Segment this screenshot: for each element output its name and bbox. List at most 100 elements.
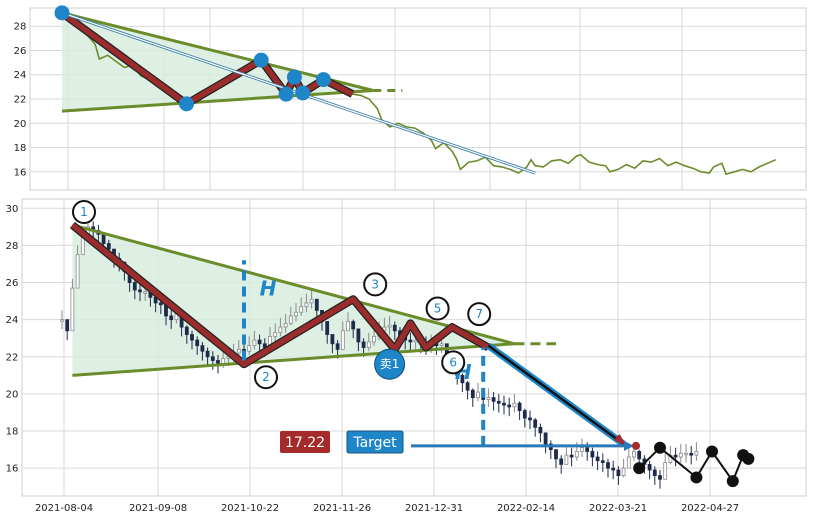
overview-y-tick-label: 22 xyxy=(14,95,27,106)
candle-body xyxy=(294,311,298,317)
candle-body xyxy=(600,460,605,463)
candle-body xyxy=(169,315,174,321)
x-tick-label: 2021-08-04 xyxy=(35,503,93,514)
candle-body xyxy=(496,400,501,404)
overview-pivot-marker xyxy=(315,72,331,88)
candle-body xyxy=(595,456,600,462)
overview-pivot-marker xyxy=(295,85,311,101)
post-pattern-dot xyxy=(742,452,755,465)
x-tick-label: 2021-11-26 xyxy=(313,503,371,514)
detail-y-tick-label: 28 xyxy=(6,241,19,252)
candle-body xyxy=(569,454,574,458)
candle-body xyxy=(195,339,200,347)
candle-body xyxy=(288,315,293,324)
post-pattern-dot xyxy=(690,471,703,484)
candle-body xyxy=(132,282,137,291)
post-pattern-dot xyxy=(726,475,739,488)
candle-body xyxy=(606,462,610,469)
candle-body xyxy=(356,328,361,343)
candle-body xyxy=(626,456,631,469)
candle-body xyxy=(65,319,70,332)
candle-body xyxy=(694,451,699,456)
candle-body xyxy=(70,287,75,332)
candle-body xyxy=(590,451,595,458)
candle-body xyxy=(512,402,517,408)
candle-body xyxy=(465,382,470,391)
candle-body xyxy=(652,469,657,476)
candle-body xyxy=(252,339,257,347)
detail-y-tick-label: 30 xyxy=(6,204,19,215)
candle-body xyxy=(491,397,496,402)
candle-body xyxy=(528,417,532,421)
candle-body xyxy=(616,469,621,476)
detail-lower-trendline xyxy=(72,342,515,377)
candle-body xyxy=(543,432,548,445)
candle-body xyxy=(351,321,356,330)
candle-body xyxy=(314,298,319,311)
candle-body xyxy=(637,451,642,460)
candle-body xyxy=(309,298,314,304)
height-label: H xyxy=(260,277,277,301)
overview-y-tick-label: 20 xyxy=(14,119,27,130)
overview-pivot-marker xyxy=(286,69,302,85)
candle-body xyxy=(335,343,340,350)
candle-body xyxy=(184,326,189,335)
candle-body xyxy=(392,324,397,332)
candle-body xyxy=(564,454,569,465)
breakdown-path xyxy=(487,344,625,446)
candle-body xyxy=(689,452,694,456)
candle-body xyxy=(611,467,616,471)
candle-body xyxy=(486,397,491,400)
candle-body xyxy=(283,322,288,328)
target-price-value: 17.22 xyxy=(285,435,325,451)
candle-body xyxy=(101,233,106,244)
overview-pivot-marker xyxy=(179,96,194,112)
candle-body xyxy=(673,454,678,458)
detail-y-tick-label: 24 xyxy=(6,315,19,326)
target-badge: Target xyxy=(346,430,404,454)
candle-body xyxy=(190,334,194,341)
detail-y-tick-label: 16 xyxy=(6,464,19,475)
candle-body xyxy=(278,326,283,334)
pattern-point-circle xyxy=(72,199,96,224)
x-tick-label: 2021-09-08 xyxy=(129,503,187,514)
overview-y-tick-label: 26 xyxy=(14,46,27,57)
sell-signal-label: 卖1 xyxy=(380,357,400,371)
candle-body xyxy=(372,335,376,343)
target-label: Target xyxy=(352,435,397,451)
post-pattern-dot xyxy=(706,445,718,458)
overview-panel: 16 18 20 22 24 26 28 xyxy=(14,5,807,191)
pattern-point-label: 6 xyxy=(449,355,457,369)
overview-lower-trendline xyxy=(61,89,374,113)
candle-body xyxy=(304,302,309,308)
detail-y-tick-label: 22 xyxy=(6,352,19,363)
pattern-point-circle xyxy=(467,302,492,327)
candle-body xyxy=(559,458,564,465)
candle-body xyxy=(106,243,111,250)
post-pattern-dot xyxy=(654,441,666,454)
overview-pivot-marker xyxy=(253,52,269,68)
x-tick-label: 2022-02-14 xyxy=(497,503,555,514)
detail-zigzag xyxy=(70,222,490,367)
overview-y-axis: 16 18 20 22 24 26 28 xyxy=(14,22,27,179)
target-price-badge: 17.22 xyxy=(280,431,330,453)
candle-body xyxy=(299,306,304,313)
overview-y-tick-label: 16 xyxy=(14,167,27,178)
pattern-point-label: 7 xyxy=(475,307,483,321)
candle-body xyxy=(502,402,506,406)
candle-body xyxy=(647,464,652,471)
candle-body xyxy=(663,462,668,480)
candle-body xyxy=(621,467,626,476)
pattern-point-circle xyxy=(425,296,450,321)
candle-body xyxy=(361,341,366,348)
candle-body xyxy=(330,334,335,345)
detail-upper-trendline xyxy=(72,223,515,346)
candle-body xyxy=(340,330,345,350)
candle-body xyxy=(658,475,662,480)
candle-body xyxy=(138,289,142,293)
overview-pivot-marker xyxy=(278,86,294,102)
candle-body xyxy=(507,404,512,408)
